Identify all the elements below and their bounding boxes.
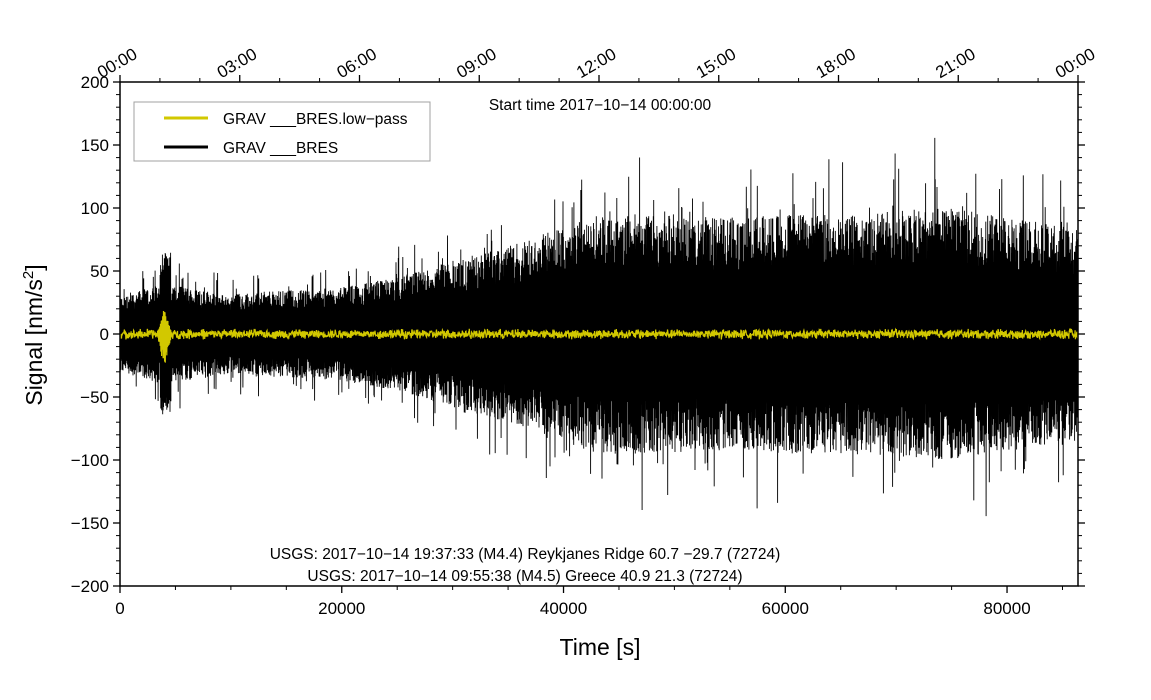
y-tick-label: 150: [81, 136, 109, 155]
annotation-greece: USGS: 2017−10−14 09:55:38 (M4.5) Greece …: [307, 568, 742, 585]
top-tick-label: 21:00: [932, 44, 978, 82]
legend-label-raw: GRAV ___BRES: [223, 140, 338, 157]
y-tick-label: −200: [71, 577, 109, 596]
y-tick-label: 200: [81, 73, 109, 92]
top-tick-label: 15:00: [693, 44, 739, 82]
top-tick-label: 00:00: [1052, 44, 1098, 82]
y-tick-label: −50: [80, 388, 109, 407]
y-axis-title-superscript: 2: [20, 271, 37, 279]
legend-box: [133, 101, 431, 162]
y-tick-label: −150: [71, 514, 109, 533]
x-tick-label: 60000: [762, 599, 809, 618]
top-tick-label: 03:00: [214, 44, 260, 82]
top-time-axis: 00:00 03:00 06:00 09:00 12:00 15:00 18:00 21:00…: [94, 44, 1098, 82]
top-tick-label: 09:00: [453, 44, 499, 82]
y-axis-title: Signal [nm/s2]: [20, 264, 47, 405]
series-grav-bres-trace: [120, 137, 1078, 517]
legend: GRAV ___BRES.low−pass GRAV ___BRES: [133, 101, 431, 162]
x-tick-label: 80000: [983, 599, 1030, 618]
y-axis: −200 −150 −100 −50 0 50 100 150 200: [71, 73, 1085, 596]
top-tick-label: 00:00: [94, 44, 140, 82]
top-tick-label: 12:00: [573, 44, 619, 82]
x-tick-label: 40000: [540, 599, 587, 618]
start-time-label: Start time 2017−10−14 00:00:00: [489, 97, 712, 114]
y-tick-label: 0: [100, 325, 109, 344]
x-axis: 0 20000 40000 60000 80000: [115, 586, 1063, 618]
y-tick-label: 50: [90, 262, 109, 281]
top-tick-label: 06:00: [334, 44, 380, 82]
legend-label-lowpass: GRAV ___BRES.low−pass: [223, 111, 408, 128]
series-grav-bres-lowpass-trace: [120, 310, 1078, 363]
x-tick-label: 0: [115, 599, 124, 618]
top-tick-label: 18:00: [813, 44, 859, 82]
x-axis-title: Time [s]: [560, 634, 641, 660]
y-tick-label: −100: [71, 451, 109, 470]
x-tick-label: 20000: [318, 599, 365, 618]
y-tick-label: 100: [81, 199, 109, 218]
annotation-reykjanes: USGS: 2017−10−14 19:37:33 (M4.4) Reykjan…: [270, 546, 781, 563]
